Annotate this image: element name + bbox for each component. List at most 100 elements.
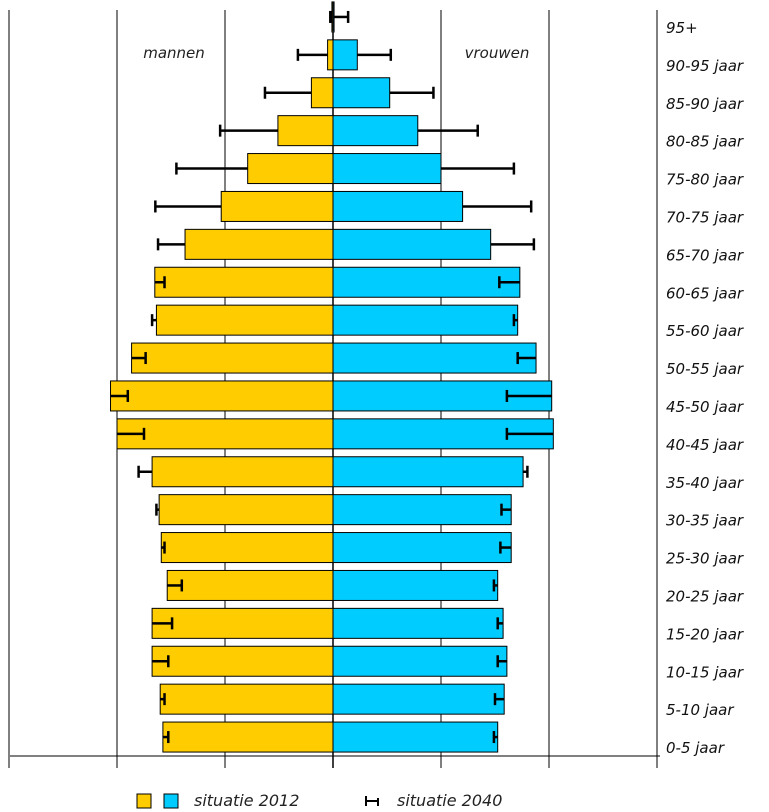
projection-mannen (131, 352, 147, 365)
projection-mannen (154, 276, 166, 289)
age-label: 10-15 jaar (666, 663, 744, 681)
mannen-label: mannen (143, 44, 205, 62)
vrouwen-label: vrouwen (465, 44, 530, 62)
bar-vrouwen (332, 683, 505, 715)
bar-mannen (247, 153, 334, 185)
bar-vrouwen (332, 190, 464, 222)
age-label: 75-80 jaar (666, 171, 744, 189)
bar-vrouwen (332, 494, 512, 526)
bar-vrouwen (332, 645, 508, 677)
age-label: 20-25 jaar (666, 587, 744, 605)
projection-vrouwen (523, 465, 529, 478)
age-labels: 0-5 jaar 5-10 jaar 10-15 jaar 15-20 jaar 20-… (666, 19, 744, 757)
bar-vrouwen (332, 569, 499, 601)
bar-mannen (159, 683, 334, 715)
projection-vrouwen (496, 617, 504, 630)
projection-vrouwen (462, 200, 533, 213)
projection-mannen (137, 465, 153, 478)
projection-mannen (152, 655, 170, 668)
bar-mannen (327, 39, 334, 71)
projection-mannen (160, 693, 166, 706)
bar-mannen (131, 342, 334, 374)
bar-mannen (151, 607, 334, 639)
age-label: 45-50 jaar (666, 398, 744, 416)
projection-mannen (329, 10, 332, 23)
bar-mannen (162, 721, 334, 753)
legend-projection-marker (365, 796, 379, 806)
legend-swatch-mannen (136, 793, 152, 809)
projection-vrouwen (505, 427, 554, 440)
bar-vrouwen (332, 607, 504, 639)
projection-mannen (156, 238, 186, 251)
legend-swatch-vrouwen (163, 793, 179, 809)
projection-mannen (155, 503, 160, 516)
bar-vrouwen (332, 532, 512, 564)
age-label: 50-55 jaar (666, 360, 744, 378)
bar-vrouwen (332, 77, 391, 109)
projection-vrouwen (441, 162, 516, 175)
age-label: 60-65 jaar (666, 284, 744, 302)
projection-mannen (218, 124, 278, 137)
projection-vrouwen (500, 503, 512, 516)
age-label: 85-90 jaar (666, 95, 744, 113)
projection-vrouwen (492, 731, 498, 744)
projection-mannen (296, 48, 328, 61)
projection-vrouwen (512, 314, 518, 327)
age-label: 55-60 jaar (666, 322, 744, 340)
bar-mannen (151, 456, 334, 488)
projection-mannen (152, 617, 174, 630)
age-label: 35-40 jaar (666, 474, 744, 492)
projection-mannen (263, 86, 312, 99)
projection-vrouwen (498, 276, 520, 289)
age-label: 30-35 jaar (666, 512, 744, 530)
projection-mannen (154, 200, 222, 213)
projection-vrouwen (516, 352, 537, 365)
projection-mannen (110, 389, 130, 402)
projection-vrouwen (496, 655, 507, 668)
bar-mannen (184, 228, 334, 260)
age-label: 95+ (666, 19, 698, 37)
age-label: 5-10 jaar (666, 701, 734, 719)
bar-vrouwen (332, 115, 419, 147)
age-label: 0-5 jaar (666, 739, 725, 757)
legend-bars-label: situatie 2012 (194, 791, 299, 810)
projection-vrouwen (493, 693, 505, 706)
projection-vrouwen (357, 48, 393, 61)
legend: situatie 2012 situatie 2040 (136, 791, 502, 810)
bar-vrouwen (332, 456, 524, 488)
bar-mannen (151, 645, 334, 677)
age-label: 90-95 jaar (666, 57, 744, 75)
projection-vrouwen (492, 579, 498, 592)
age-label: 65-70 jaar (666, 246, 744, 264)
projection-vrouwen (389, 86, 435, 99)
bar-vrouwen (332, 304, 519, 336)
projection-markers (110, 10, 554, 744)
projection-vrouwen (490, 238, 536, 251)
projection-mannen (175, 162, 248, 175)
bar-mannen (277, 115, 334, 147)
projection-vrouwen (417, 124, 479, 137)
bar-mannen (155, 304, 334, 336)
age-label: 70-75 jaar (666, 208, 744, 226)
bar-vrouwen (332, 266, 521, 298)
bar-mannen (116, 418, 334, 450)
bar-mannen (160, 532, 334, 564)
projection-mannen (150, 314, 157, 327)
bar-mannen (154, 266, 334, 298)
bar-mannen (310, 77, 334, 109)
bar-vrouwen (332, 721, 499, 753)
bar-vrouwen (332, 228, 492, 260)
bar-mannen (220, 190, 334, 222)
projection-vrouwen (334, 10, 350, 23)
projection-mannen (117, 427, 146, 440)
bar-vrouwen (332, 342, 537, 374)
projection-vrouwen (505, 389, 552, 402)
projection-mannen (161, 541, 166, 554)
projection-vrouwen (499, 541, 512, 554)
projection-mannen (162, 731, 170, 744)
bar-mannen (110, 380, 334, 412)
legend-projection-label: situatie 2040 (397, 791, 502, 810)
bar-vrouwen (332, 153, 442, 185)
bars (110, 1, 554, 753)
